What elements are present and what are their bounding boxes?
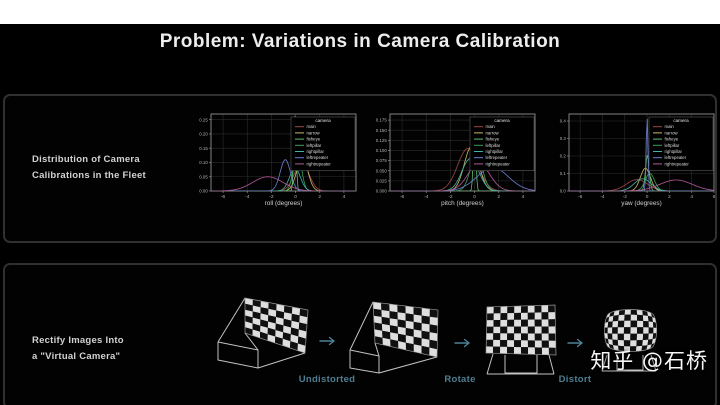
svg-text:0.175: 0.175 (376, 118, 388, 123)
svg-text:rightpillar: rightpillar (665, 149, 683, 154)
svg-text:4: 4 (522, 194, 525, 200)
svg-text:rightrepeater: rightrepeater (665, 161, 690, 166)
svg-text:0.4: 0.4 (560, 119, 567, 124)
rectify-panel: Rectify Images Into a "Virtual Camera" U… (3, 263, 717, 405)
svg-text:narrow: narrow (307, 130, 321, 135)
svg-text:0.3: 0.3 (560, 136, 567, 141)
svg-text:0.20: 0.20 (199, 132, 208, 137)
svg-text:leftpillar: leftpillar (486, 143, 501, 148)
chart-yaw: 0.0 0.1 0.2 0.3 0.4 -6 -4 -2 0 2 4 6 yaw (degrees) ca… (560, 113, 716, 207)
svg-text:0.075: 0.075 (376, 158, 388, 163)
step-label-distort: Distort (558, 374, 592, 385)
fleet-distribution-label-line1: Distribution of Camera (32, 154, 140, 165)
svg-text:-4: -4 (600, 194, 605, 200)
svg-text:-2: -2 (269, 194, 274, 200)
step-label-rotate: Rotate (444, 374, 476, 385)
fleet-distribution-label: Distribution of Camera Calibrations in t… (32, 152, 146, 184)
distorted-checkerboard-figure (601, 309, 657, 372)
svg-text:0.125: 0.125 (376, 138, 388, 143)
svg-text:-4: -4 (424, 194, 429, 200)
rectify-label-line1: Rectify Images Into (32, 335, 124, 346)
fleet-distribution-panel: Distribution of Camera Calibrations in t… (3, 94, 717, 243)
svg-text:camera: camera (673, 118, 689, 123)
svg-text:0.000: 0.000 (376, 189, 388, 194)
svg-text:0: 0 (646, 194, 649, 200)
svg-text:-6: -6 (221, 194, 226, 200)
svg-text:yaw (degrees): yaw (degrees) (621, 200, 662, 207)
svg-text:2: 2 (318, 194, 321, 200)
svg-text:fisheye: fisheye (307, 137, 321, 142)
presentation-slide: Problem: Variations in Camera Calibratio… (0, 24, 720, 405)
rectify-label-line2: a "Virtual Camera" (32, 351, 121, 363)
svg-text:2: 2 (668, 194, 671, 200)
chart-roll: 0.00 0.05 0.10 0.15 0.20 0.25 -6 -4 -2 0 2 4 roll (d… (199, 113, 357, 207)
svg-text:0.15: 0.15 (199, 146, 208, 151)
svg-text:2: 2 (497, 194, 500, 200)
svg-text:0.025: 0.025 (376, 178, 388, 183)
svg-text:rightrepeater: rightrepeater (486, 161, 511, 166)
svg-text:-2: -2 (448, 194, 453, 200)
arrow-right-icon (454, 338, 470, 348)
svg-text:0.10: 0.10 (199, 160, 208, 165)
svg-text:leftpillar: leftpillar (665, 143, 680, 148)
svg-text:rightrepeater: rightrepeater (307, 161, 332, 166)
svg-text:fisheye: fisheye (665, 137, 679, 142)
svg-text:0: 0 (294, 194, 297, 200)
svg-text:leftrepeater: leftrepeater (486, 155, 508, 160)
svg-text:roll (degrees): roll (degrees) (265, 200, 303, 207)
svg-text:camera: camera (315, 118, 331, 123)
svg-text:4: 4 (343, 194, 346, 200)
svg-text:rightpillar: rightpillar (307, 149, 325, 154)
svg-text:0.25: 0.25 (199, 117, 208, 122)
svg-text:4: 4 (690, 194, 693, 200)
svg-text:leftrepeater: leftrepeater (307, 155, 329, 160)
svg-text:0.0: 0.0 (560, 189, 567, 194)
arrow-right-icon (319, 336, 335, 346)
svg-text:0.2: 0.2 (560, 154, 567, 159)
rotated-camera-box-figure (349, 301, 439, 374)
svg-text:0.1: 0.1 (560, 171, 567, 176)
svg-text:0.150: 0.150 (376, 128, 388, 133)
svg-text:0: 0 (473, 194, 476, 200)
svg-text:leftrepeater: leftrepeater (665, 155, 687, 160)
svg-text:pitch (degrees): pitch (degrees) (441, 200, 484, 207)
svg-text:leftpillar: leftpillar (307, 143, 322, 148)
svg-text:0.050: 0.050 (376, 168, 388, 173)
svg-text:narrow: narrow (665, 130, 679, 135)
svg-text:0.05: 0.05 (199, 174, 208, 179)
rectify-label: Rectify Images Into a "Virtual Camera" (32, 333, 124, 365)
chart-pitch: 0.000 0.025 0.050 0.075 0.100 0.125 0.150 0.175… (376, 113, 536, 207)
svg-text:0.100: 0.100 (376, 148, 388, 153)
watermark: 知乎 @石桥 (590, 349, 708, 373)
svg-text:-6: -6 (578, 194, 583, 200)
svg-text:main: main (486, 124, 496, 129)
fleet-distribution-label-line2: Calibrations in the Fleet (32, 170, 146, 182)
svg-text:0.00: 0.00 (199, 189, 208, 194)
slide-title: Problem: Variations in Camera Calibratio… (159, 31, 561, 52)
svg-text:6: 6 (713, 194, 716, 200)
svg-text:main: main (307, 124, 317, 129)
rectified-checkerboard-figure (485, 304, 557, 375)
svg-text:-2: -2 (623, 194, 628, 200)
svg-text:rightpillar: rightpillar (486, 149, 504, 154)
step-label-undistorted: Undistorted (298, 374, 356, 385)
svg-text:-6: -6 (400, 194, 405, 200)
svg-text:narrow: narrow (486, 130, 500, 135)
svg-text:fisheye: fisheye (486, 137, 500, 142)
svg-text:-4: -4 (245, 194, 250, 200)
calibration-charts-row: 0.00 0.05 0.10 0.15 0.20 0.25 -6 -4 -2 0 2 4 roll (d… (185, 107, 719, 208)
undistorted-camera-box-figure (217, 297, 309, 369)
arrow-right-icon (567, 338, 583, 348)
svg-text:camera: camera (494, 118, 510, 123)
svg-text:main: main (665, 124, 675, 129)
